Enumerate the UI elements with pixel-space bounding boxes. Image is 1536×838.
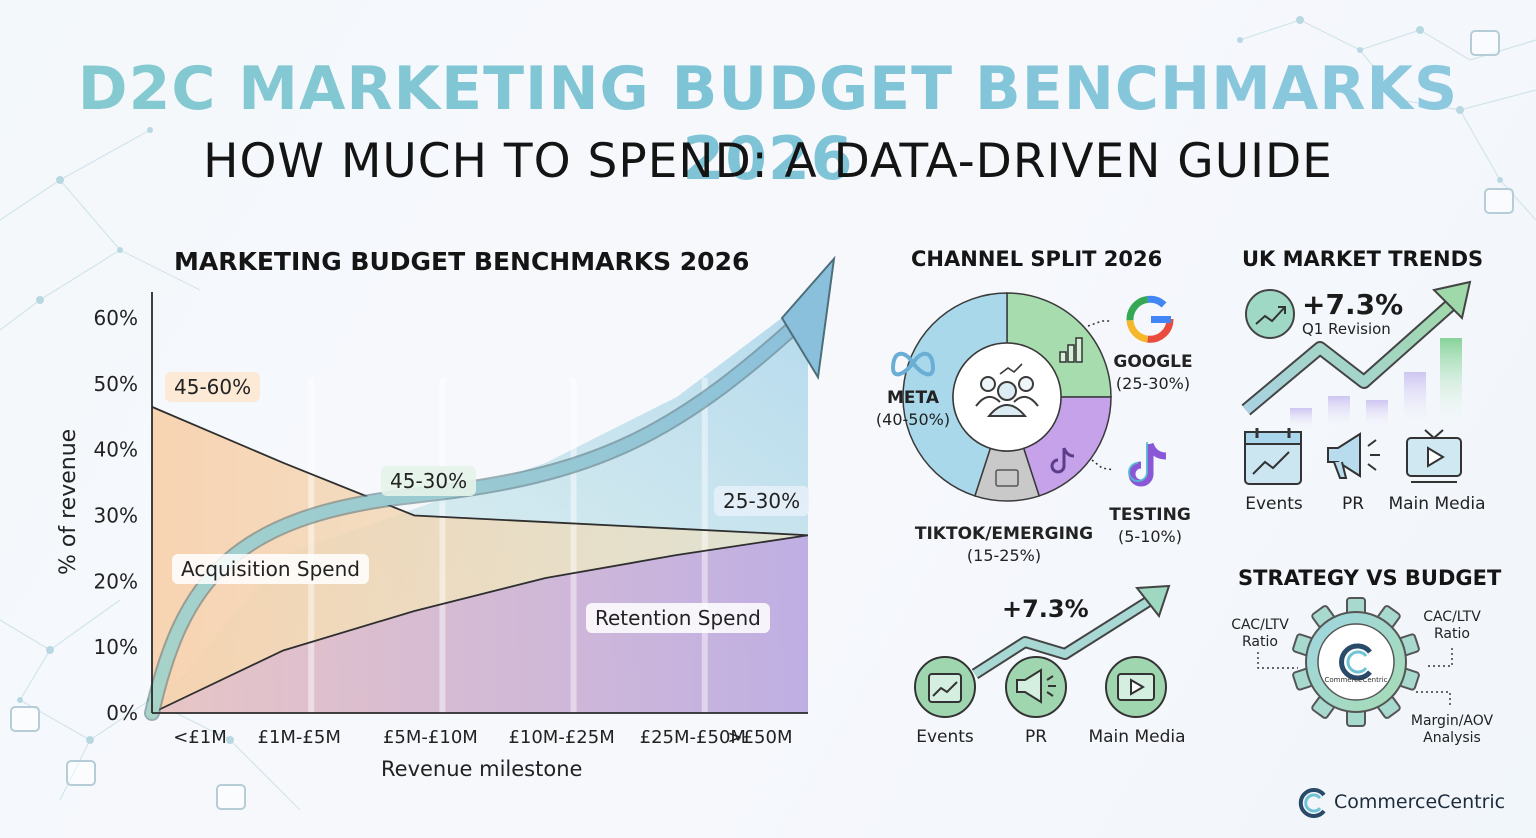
x-tick-label: >£50M bbox=[728, 727, 793, 748]
x-tick-label: £5M-£10M bbox=[383, 727, 478, 748]
y-tick-label: 20% bbox=[94, 569, 138, 593]
retention-line bbox=[151, 534, 809, 714]
trend-bar bbox=[1328, 396, 1350, 432]
bottom-events-icon bbox=[914, 656, 976, 718]
google-range: (25-30%) bbox=[1115, 374, 1191, 393]
strategy-bottom-label-line2: Analysis bbox=[1423, 730, 1481, 746]
image-icon bbox=[10, 706, 40, 732]
strategy-left-label-line1: CAC/LTV bbox=[1231, 617, 1289, 633]
bottom-icon-label-pr: PR bbox=[1024, 727, 1048, 747]
chart-title: MARKETING BUDGET BENCHMARKS 2026 bbox=[174, 247, 750, 276]
y-tick-label: 50% bbox=[94, 372, 138, 396]
x-tick-label: <£1M bbox=[173, 727, 227, 748]
tiktok-emerging-range: (15-25%) bbox=[966, 546, 1042, 565]
trend-bar bbox=[1404, 372, 1426, 432]
testing-label: TESTING bbox=[1109, 505, 1191, 525]
x-tick-label: £1M-£5M bbox=[258, 727, 341, 748]
uk-icon-label-pr: PR bbox=[1341, 494, 1365, 514]
annotation-acquisition-range: 45-60% bbox=[165, 372, 261, 402]
x-tick-label: £25M-£50M bbox=[640, 727, 746, 748]
strategy-gear-graphic bbox=[1292, 597, 1420, 727]
bottom-icon-label-main-media: Main Media bbox=[1088, 727, 1186, 747]
trend-bar-highlight bbox=[1440, 338, 1462, 432]
gear-brand-text: CommerceCentric bbox=[1324, 676, 1388, 684]
testing-range: (5-10%) bbox=[1118, 527, 1182, 546]
channel-donut-chart bbox=[902, 292, 1112, 502]
page-subtitle: HOW MUCH TO SPEND: A DATA-DRIVEN GUIDE bbox=[203, 134, 1333, 189]
y-tick-label: 10% bbox=[94, 635, 138, 659]
legend-retention-spend: Retention Spend bbox=[586, 603, 770, 633]
channel-split-title: CHANNEL SPLIT 2026 bbox=[911, 247, 1163, 271]
bottom-icon-label-events: Events bbox=[916, 727, 974, 747]
trend-bar bbox=[1366, 400, 1388, 432]
strategy-title: STRATEGY VS BUDGET bbox=[1238, 566, 1502, 590]
pr-megaphone-icon bbox=[1327, 432, 1380, 479]
budget-chart: 0% 10% 20% 30% 40% 50% 60% <£1M £1M-£5M £5M-£10M £… bbox=[94, 255, 836, 748]
uk-trend-stat: +7.3% bbox=[1302, 288, 1404, 321]
browser-icon bbox=[1470, 30, 1500, 56]
commercecentric-logo-icon bbox=[1298, 788, 1326, 818]
uk-trends-title: UK MARKET TRENDS bbox=[1242, 247, 1484, 271]
uk-trend-caption: Q1 Revision bbox=[1302, 320, 1391, 338]
checklist-icon bbox=[1484, 188, 1514, 214]
uk-icon-label-events: Events bbox=[1245, 494, 1303, 514]
x-axis-label: Revenue milestone bbox=[381, 757, 583, 781]
strategy-right-label-line1: CAC/LTV bbox=[1423, 609, 1481, 625]
y-tick-label: 40% bbox=[94, 438, 138, 462]
bottom-trend-stat: +7.3% bbox=[1002, 595, 1089, 623]
analytics-bars-icon bbox=[1059, 337, 1083, 363]
google-label: GOOGLE bbox=[1113, 352, 1193, 372]
x-tick-label: £10M-£25M bbox=[508, 727, 614, 748]
settings-icon bbox=[216, 784, 246, 810]
annotation-mature-range: 25-30% bbox=[714, 486, 810, 516]
strategy-bottom-label-line1: Margin/AOV bbox=[1410, 713, 1494, 729]
y-tick-label: 30% bbox=[94, 504, 138, 528]
uk-icon-label-main-media: Main Media bbox=[1388, 494, 1486, 514]
strategy-left-label-line2: Ratio bbox=[1242, 634, 1278, 650]
meta-range: (40-50%) bbox=[875, 410, 951, 429]
y-tick-label: 0% bbox=[106, 701, 138, 725]
testing-segment-icon bbox=[1050, 447, 1075, 474]
meta-icon bbox=[890, 351, 936, 377]
team-icon bbox=[975, 363, 1039, 417]
y-axis-label: % of revenue bbox=[56, 428, 81, 575]
acquisition-line bbox=[151, 406, 809, 537]
retention-area bbox=[152, 535, 808, 713]
uk-trends-graphic bbox=[1241, 280, 1472, 432]
meta-label: META bbox=[887, 388, 939, 408]
y-tick-label: 60% bbox=[94, 306, 138, 330]
legend-acquisition-spend: Acquisition Spend bbox=[172, 554, 369, 584]
events-icon bbox=[1244, 428, 1302, 485]
page-title: D2C MARKETING BUDGET BENCHMARKS 2026 bbox=[0, 54, 1536, 194]
tiktok-icon bbox=[1128, 442, 1167, 487]
bottom-pr-icon bbox=[1005, 656, 1067, 718]
bottom-main-media-icon bbox=[1105, 656, 1167, 718]
google-icon bbox=[1126, 295, 1174, 343]
trend-bar bbox=[1290, 408, 1312, 432]
tiktok-emerging-label: TIKTOK/EMERGING bbox=[914, 524, 1094, 544]
annotation-transition-range: 45-30% bbox=[381, 466, 477, 496]
bottom-trend-graphic bbox=[914, 584, 1171, 718]
main-media-icon bbox=[1406, 429, 1462, 483]
footer-brand: CommerceCentric bbox=[1334, 791, 1506, 813]
strategy-right-label-line2: Ratio bbox=[1434, 626, 1470, 642]
growth-arrow-head bbox=[780, 255, 836, 381]
emerging-segment-icon bbox=[995, 469, 1019, 487]
cart-icon bbox=[66, 760, 96, 786]
growth-circle-icon bbox=[1245, 289, 1295, 339]
